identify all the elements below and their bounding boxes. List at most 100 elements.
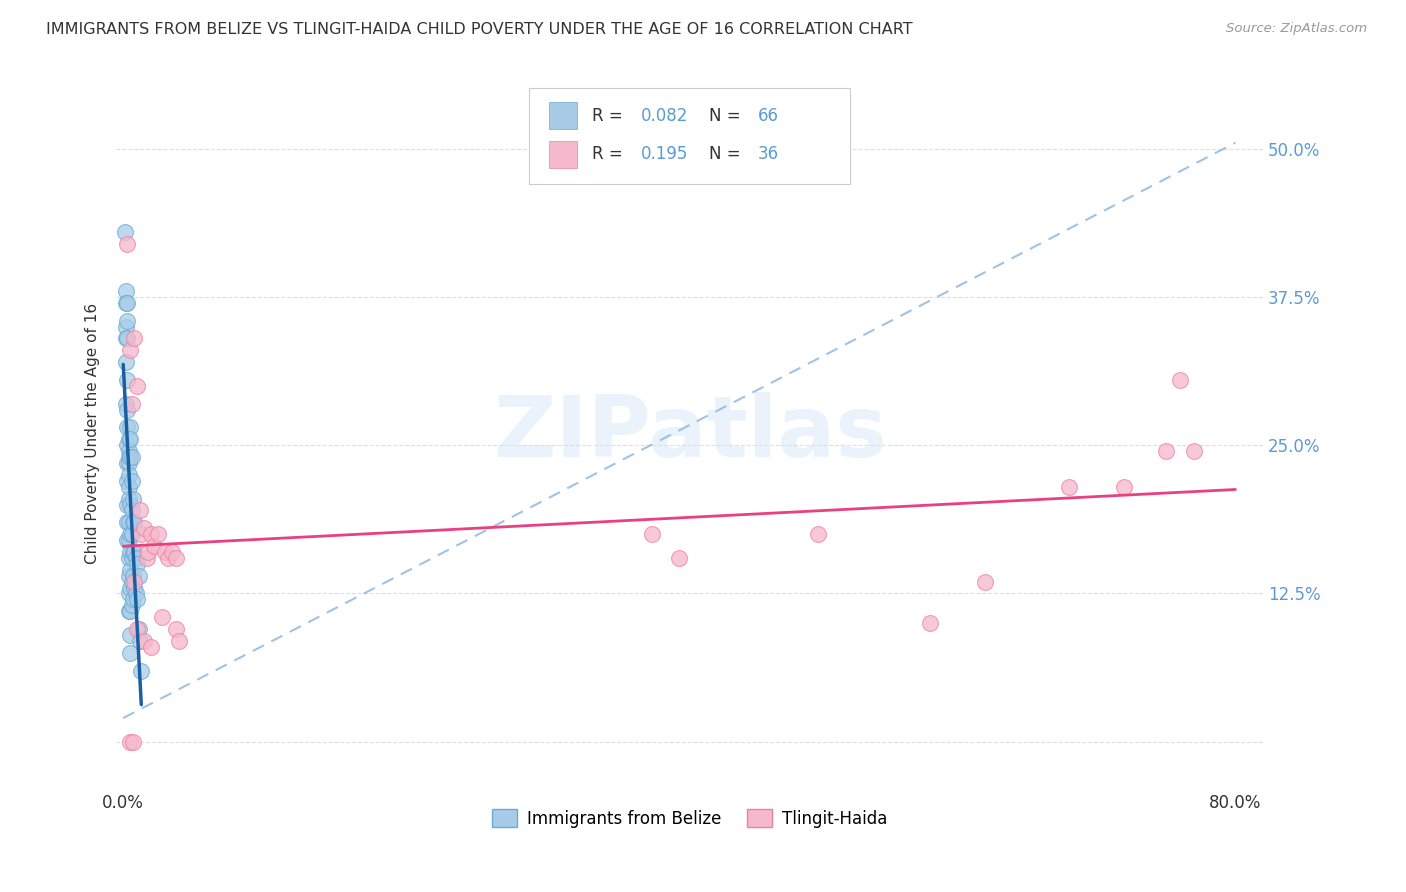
FancyBboxPatch shape [529, 88, 851, 185]
Point [121, 450, 143, 464]
Text: ZIPatlas: ZIPatlas [494, 392, 887, 475]
Text: 0.195: 0.195 [640, 145, 688, 163]
Point [120, 581, 142, 595]
Point [120, 646, 142, 660]
Point [117, 236, 139, 251]
Point [156, 550, 179, 565]
Point [124, 331, 146, 345]
Point [120, 432, 142, 446]
Y-axis label: Child Poverty Under the Age of 16: Child Poverty Under the Age of 16 [86, 302, 100, 564]
Point [125, 586, 148, 600]
Point [118, 568, 141, 582]
Point [124, 581, 146, 595]
Point [117, 373, 139, 387]
Point [668, 550, 690, 565]
Point [122, 592, 145, 607]
Point [167, 634, 190, 648]
Point [120, 563, 142, 577]
Point [120, 628, 142, 642]
Point [120, 545, 142, 559]
Point [146, 527, 169, 541]
Point [139, 640, 162, 654]
Point [117, 313, 139, 327]
Text: Source: ZipAtlas.com: Source: ZipAtlas.com [1226, 22, 1367, 36]
Point [117, 438, 139, 452]
Point [122, 516, 145, 530]
Point [121, 397, 143, 411]
Text: N =: N = [709, 145, 747, 163]
Point [1057, 480, 1080, 494]
Point [117, 516, 139, 530]
Point [120, 343, 142, 358]
Point [117, 296, 139, 310]
Point [118, 432, 141, 446]
Point [165, 550, 187, 565]
Point [115, 331, 138, 345]
Point [120, 420, 142, 434]
Text: 0.082: 0.082 [640, 107, 688, 125]
Point [807, 527, 830, 541]
Point [127, 557, 149, 571]
Point [122, 491, 145, 506]
Point [114, 225, 136, 239]
Point [120, 735, 142, 749]
Point [118, 533, 141, 547]
Point [121, 599, 143, 613]
Point [142, 539, 165, 553]
Point [115, 319, 138, 334]
FancyBboxPatch shape [548, 141, 578, 168]
Point [129, 527, 152, 541]
Point [121, 574, 143, 589]
Point [129, 664, 152, 678]
Point [118, 491, 141, 506]
Point [118, 450, 141, 464]
Point [136, 545, 159, 559]
Point [117, 474, 139, 488]
Point [122, 545, 145, 559]
Point [135, 550, 157, 565]
Point [1182, 444, 1205, 458]
Point [127, 592, 149, 607]
Point [121, 527, 143, 541]
Point [127, 379, 149, 393]
Point [150, 610, 173, 624]
Point [120, 498, 142, 512]
Point [124, 545, 146, 559]
Text: R =: R = [592, 107, 628, 125]
Point [918, 616, 941, 631]
Point [128, 622, 150, 636]
Point [120, 604, 142, 618]
Point [129, 503, 152, 517]
Point [118, 456, 141, 470]
Point [127, 622, 149, 636]
Point [1154, 444, 1177, 458]
Text: R =: R = [592, 145, 634, 163]
Point [165, 622, 187, 636]
Point [121, 474, 143, 488]
Text: IMMIGRANTS FROM BELIZE VS TLINGIT-HAIDA CHILD POVERTY UNDER THE AGE OF 16 CORREL: IMMIGRANTS FROM BELIZE VS TLINGIT-HAIDA … [46, 22, 912, 37]
Point [122, 568, 145, 582]
Point [120, 527, 142, 541]
Legend: Immigrants from Belize, Tlingit-Haida: Immigrants from Belize, Tlingit-Haida [485, 803, 894, 834]
Point [117, 420, 139, 434]
Point [129, 634, 152, 648]
Point [125, 550, 148, 565]
Text: 66: 66 [758, 107, 779, 125]
Point [153, 545, 176, 559]
Text: N =: N = [709, 107, 747, 125]
Point [121, 503, 143, 517]
Point [117, 402, 139, 417]
Point [118, 586, 141, 600]
Point [139, 527, 162, 541]
Point [132, 634, 155, 648]
Point [115, 296, 138, 310]
Point [132, 521, 155, 535]
Point [115, 397, 138, 411]
Point [117, 533, 139, 547]
Text: 36: 36 [758, 145, 779, 163]
Point [117, 498, 139, 512]
Point [124, 574, 146, 589]
Point [974, 574, 997, 589]
Point [122, 735, 145, 749]
Point [118, 550, 141, 565]
